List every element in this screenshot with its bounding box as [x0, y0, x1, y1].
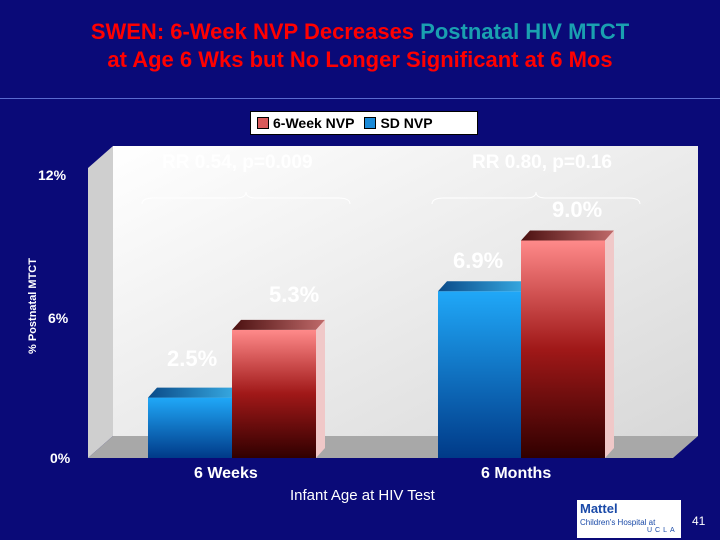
title-divider [0, 98, 720, 99]
bracket-6mos [431, 191, 641, 205]
chart-legend: 6-Week NVP SD NVP [250, 111, 478, 135]
x-axis-label: Infant Age at HIV Test [290, 487, 435, 504]
bar-sd-nvp-6wks-front [148, 397, 232, 458]
title-line1: SWEN: 6-Week NVP Decreases [90, 19, 421, 44]
rr-annotation-6mos: RR 0.80, p=0.16 [472, 152, 612, 173]
data-label-6wk-nvp-6wks: 5.3% [269, 282, 320, 307]
legend-label-6wk: 6-Week NVP [273, 115, 355, 131]
page-number: 41 [692, 514, 706, 528]
logo-line3: UCLA [647, 527, 678, 534]
bar-6wk-nvp-6wks-side [316, 319, 325, 458]
title-line2: at Age 6 Wks but No Longer Significant a… [107, 47, 613, 72]
legend-label-sd: SD NVP [380, 115, 433, 131]
logo-line1: Mattel [580, 501, 618, 516]
bar-6wk-nvp-6mos-side [605, 230, 614, 458]
bar-sd-nvp-6wks [148, 387, 241, 458]
data-label-6wk-nvp-6mos: 9.0% [552, 197, 603, 222]
slide-title: SWEN: 6-Week NVP Decreases Postnatal HIV… [0, 18, 720, 74]
x-tick-6-weeks: 6 Weeks [194, 465, 258, 482]
bar-sd-nvp-6mos-front [438, 291, 522, 458]
legend-item-sd: SD NVP [364, 115, 433, 131]
bar-6wk-nvp-6mos [521, 230, 614, 458]
x-tick-6-months: 6 Months [481, 465, 552, 482]
logo-line2: Children's Hospital at [580, 518, 656, 527]
data-label-sd-nvp-6mos: 6.9% [453, 248, 504, 273]
y-tick-0: 0% [50, 450, 71, 466]
data-label-sd-nvp-6wks: 2.5% [167, 346, 218, 371]
y-tick-6: 6% [48, 310, 69, 326]
mattel-childrens-hospital-logo: Mattel Children's Hospital at UCLA [577, 500, 681, 538]
bar-sd-nvp-6mos-top [438, 281, 531, 292]
legend-swatch-sd [364, 117, 377, 129]
bar-6wk-nvp-6mos-front [521, 240, 605, 458]
bar-6wk-nvp-6wks-front [232, 329, 316, 458]
bar-sd-nvp-6mos [438, 281, 531, 458]
rr-annotation-6wks: RR 0.54, p=0.009 [162, 152, 313, 173]
title-highlight: Postnatal HIV MTCT [420, 19, 630, 44]
bar-6wk-nvp-6wks [232, 319, 325, 458]
y-tick-12: 12% [38, 167, 67, 183]
bar-6wk-nvp-6mos-top [521, 230, 614, 241]
chart-side-wall [88, 146, 113, 458]
bracket-6wks [141, 191, 351, 205]
legend-swatch-6wk [257, 117, 269, 129]
bar-6wk-nvp-6wks-top [232, 319, 325, 330]
bar-sd-nvp-6wks-top [148, 387, 241, 398]
legend-item-6wk: 6-Week NVP [257, 115, 354, 131]
